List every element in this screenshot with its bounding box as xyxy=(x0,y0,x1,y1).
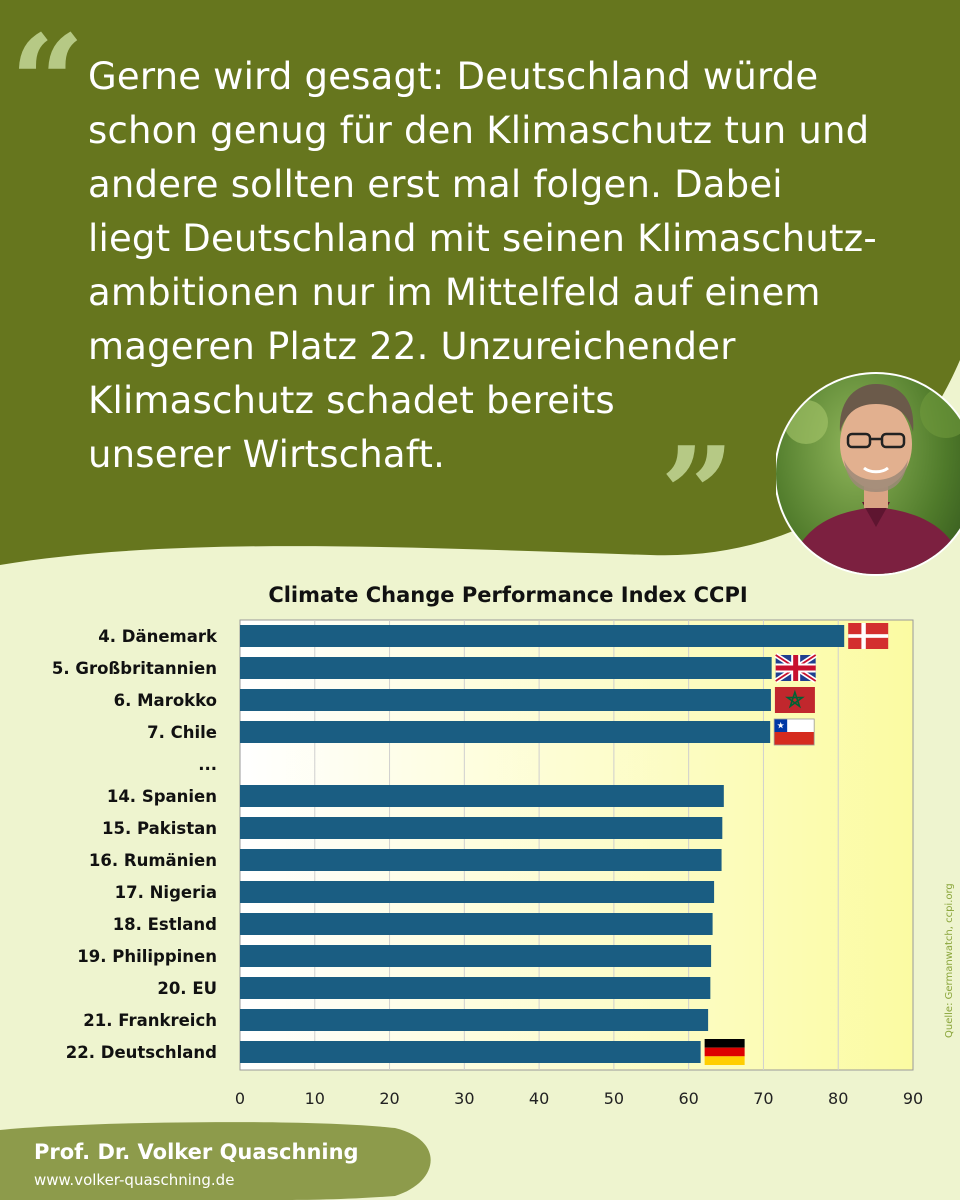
quote-line: Klimaschutz schadet bereits xyxy=(88,379,615,422)
bar xyxy=(240,913,713,935)
x-tick-label: 90 xyxy=(903,1089,923,1108)
quote-line: liegt Deutschland mit seinen Klimaschutz… xyxy=(88,217,877,260)
category-label: 22. Deutschland xyxy=(66,1043,217,1062)
quote-text: Gerne wird gesagt: Deutschland würde sch… xyxy=(88,50,938,482)
bar xyxy=(240,945,712,967)
category-label: 4. Dänemark xyxy=(98,627,218,646)
bar xyxy=(240,817,723,839)
uk-flag xyxy=(774,652,818,684)
category-label: 20. EU xyxy=(157,979,217,998)
bar xyxy=(240,689,771,711)
header-panel xyxy=(0,0,960,565)
author-name: Prof. Dr. Volker Quaschning xyxy=(34,1140,359,1164)
footer-panel xyxy=(0,1122,431,1200)
x-axis-ticks: 0 10 20 30 40 50 60 70 80 90 xyxy=(235,1089,923,1108)
morocco-flag xyxy=(774,687,815,713)
category-label: 21. Frankreich xyxy=(83,1011,217,1030)
denmark-flag xyxy=(848,623,889,649)
category-labels: 4. Dänemark 5. Großbritannien 6. Marokko 7.… xyxy=(52,627,218,1062)
category-label: 7. Chile xyxy=(147,723,217,742)
author-portrait xyxy=(776,372,960,576)
category-label: 14. Spanien xyxy=(107,787,217,806)
quote-line: mageren Platz 22. Unzureichender xyxy=(88,325,736,368)
bar xyxy=(240,1041,701,1063)
opening-quote-mark: “ xyxy=(10,6,85,159)
bar xyxy=(240,977,711,999)
category-label: ... xyxy=(198,755,217,774)
bar xyxy=(240,849,722,871)
x-tick-label: 80 xyxy=(828,1089,848,1108)
category-label: 15. Pakistan xyxy=(102,819,217,838)
x-tick-label: 0 xyxy=(235,1089,245,1108)
chart-title: Climate Change Performance Index CCPI xyxy=(268,583,747,607)
x-tick-label: 40 xyxy=(529,1089,549,1108)
germany-flag xyxy=(704,1039,745,1065)
x-tick-label: 20 xyxy=(379,1089,399,1108)
category-label: 17. Nigeria xyxy=(115,883,217,902)
quote-line: ambitionen nur im Mittelfeld auf einem xyxy=(88,271,821,314)
x-tick-label: 60 xyxy=(678,1089,698,1108)
x-tick-label: 10 xyxy=(305,1089,325,1108)
bar xyxy=(240,657,772,679)
chile-flag xyxy=(773,718,815,746)
quote-line: schon genug für den Klimaschutz tun und xyxy=(88,109,870,152)
face-shape xyxy=(840,399,912,489)
bar xyxy=(240,881,715,903)
bar xyxy=(240,1009,709,1031)
quote-line: unserer Wirtschaft. xyxy=(88,433,446,476)
category-label: 5. Großbritannien xyxy=(52,659,217,678)
quote-line: Gerne wird gesagt: Deutschland würde xyxy=(88,55,819,98)
category-label: 16. Rumänien xyxy=(89,851,217,870)
bar xyxy=(240,721,771,743)
closing-quote-mark: ” xyxy=(660,418,735,571)
shirt-shape xyxy=(786,507,960,574)
x-tick-label: 30 xyxy=(454,1089,474,1108)
bar xyxy=(240,625,845,647)
ccpi-bar-chart: Climate Change Performance Index CCPI 4.… xyxy=(52,583,955,1108)
category-label: 18. Estland xyxy=(113,915,217,934)
source-note: Quelle: Germanwatch, ccpi.org xyxy=(944,883,955,1038)
category-label: 19. Philippinen xyxy=(77,947,217,966)
bar-series xyxy=(240,625,845,1063)
category-label: 6. Marokko xyxy=(114,691,217,710)
flag-markers xyxy=(704,623,889,1065)
bar xyxy=(240,785,724,807)
quote-line: andere sollten erst mal folgen. Dabei xyxy=(88,163,783,206)
author-website-link[interactable]: www.volker-quaschning.de xyxy=(34,1171,235,1189)
x-tick-label: 70 xyxy=(753,1089,773,1108)
x-tick-label: 50 xyxy=(604,1089,624,1108)
